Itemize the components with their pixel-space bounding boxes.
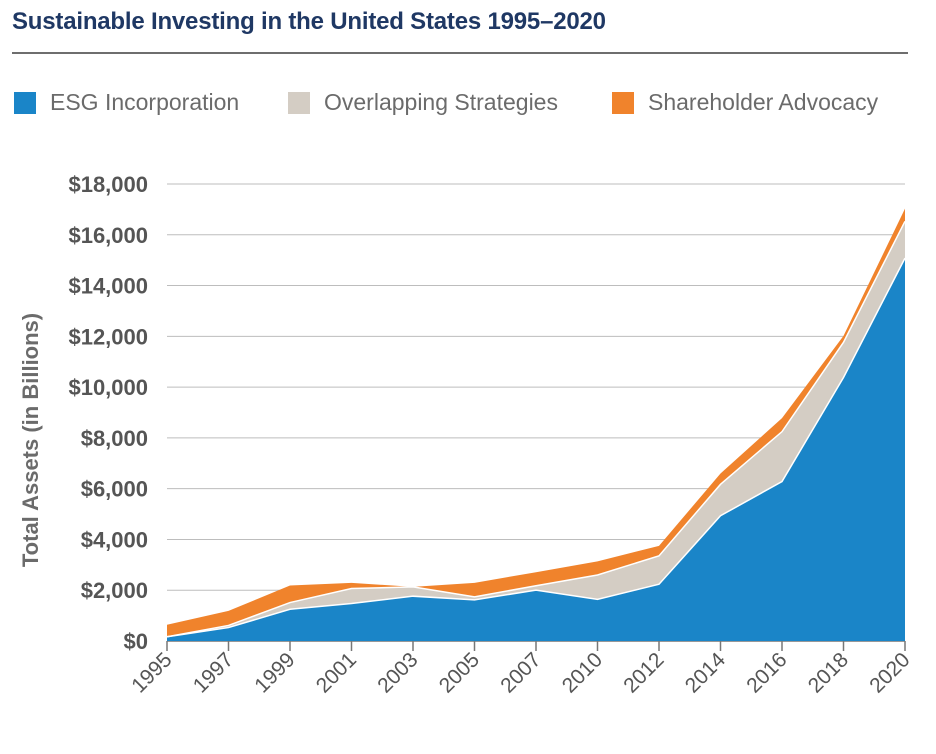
y-tick-label: $18,000 bbox=[68, 172, 148, 197]
stacked-areas bbox=[166, 208, 906, 641]
y-tick-label: $2,000 bbox=[81, 578, 148, 603]
x-tick-label: 2005 bbox=[435, 648, 484, 697]
x-tick-label: 2007 bbox=[496, 648, 545, 697]
x-tick-label: 1997 bbox=[189, 648, 238, 697]
legend-swatch-advocacy bbox=[612, 91, 634, 114]
title-divider bbox=[12, 52, 908, 54]
legend-swatch-overlapping bbox=[288, 91, 310, 114]
legend-item-advocacy: Shareholder Advocacy bbox=[612, 89, 878, 116]
x-tick-label: 2010 bbox=[558, 648, 607, 697]
legend-item-overlapping: Overlapping Strategies bbox=[288, 89, 558, 116]
y-tick-label: $4,000 bbox=[81, 527, 148, 552]
y-tick-label: $0 bbox=[124, 629, 148, 654]
x-tick-label: 2016 bbox=[742, 648, 791, 697]
y-tick-label: $10,000 bbox=[68, 375, 148, 400]
legend-label-overlapping: Overlapping Strategies bbox=[324, 89, 558, 115]
x-tick-label: 2014 bbox=[681, 648, 731, 698]
x-tick-label: 2012 bbox=[619, 648, 668, 697]
x-axis-ticks: 1995 1997 1999 2001 2003 2005 2007 2010 2012 2014… bbox=[127, 641, 915, 698]
legend-swatch-esg bbox=[14, 91, 36, 114]
x-tick-label: 1995 bbox=[127, 648, 176, 697]
x-tick-label: 2018 bbox=[804, 648, 853, 697]
y-axis-title: Total Assets (in Billions) bbox=[18, 313, 43, 567]
y-axis-ticks: $0 $2,000 $4,000 $6,000 $8,000 $10,000 $12,000… bbox=[68, 172, 148, 654]
band-boundary-esg-incorporation bbox=[166, 257, 906, 638]
legend-item-esg: ESG Incorporation bbox=[14, 89, 239, 116]
y-tick-label: $6,000 bbox=[81, 477, 148, 502]
legend-label-esg: ESG Incorporation bbox=[50, 89, 240, 115]
x-tick-label: 2003 bbox=[373, 648, 422, 697]
legend-label-advocacy: Shareholder Advocacy bbox=[648, 89, 879, 115]
x-tick-label: 1999 bbox=[250, 648, 299, 697]
y-tick-label: $8,000 bbox=[81, 426, 148, 451]
x-tick-label: 2020 bbox=[865, 648, 914, 697]
chart-legend: ESG Incorporation Overlapping Strategies… bbox=[14, 89, 914, 119]
chart-title: Sustainable Investing in the United Stat… bbox=[12, 8, 606, 35]
y-tick-label: $12,000 bbox=[68, 324, 148, 349]
y-tick-label: $14,000 bbox=[68, 274, 148, 299]
y-tick-label: $16,000 bbox=[68, 223, 148, 248]
band-boundary-overlapping-strategies bbox=[166, 220, 906, 638]
x-tick-label: 2001 bbox=[312, 648, 361, 697]
area-esg-incorporation bbox=[167, 258, 905, 641]
